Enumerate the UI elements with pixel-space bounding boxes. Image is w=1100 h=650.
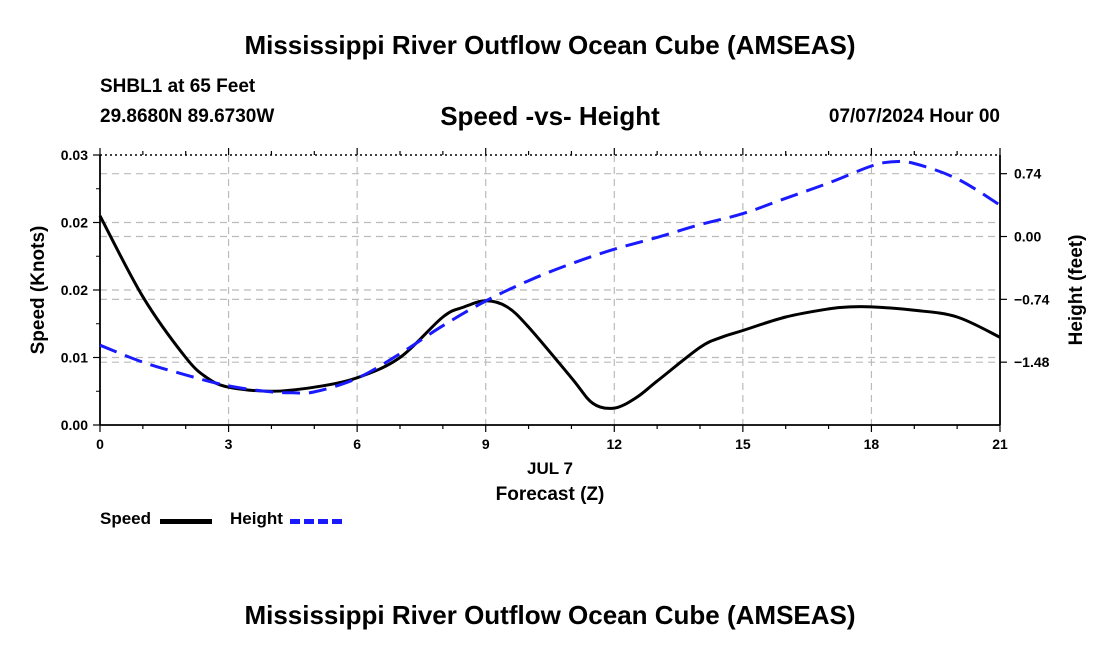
y-right-tick-label: −1.48: [1014, 354, 1050, 370]
y-left-tick-label: 0.03: [61, 147, 88, 163]
x-axis-date-label: JUL 7: [527, 459, 573, 478]
y-right-tick-label: 0.74: [1014, 166, 1041, 182]
speed-series-line: [98, 215, 1001, 410]
y-left-tick-label: 0.02: [61, 215, 88, 231]
x-tick-label: 6: [353, 436, 361, 452]
footer-title: Mississippi River Outflow Ocean Cube (AM…: [244, 600, 856, 630]
x-tick-label: 0: [96, 436, 104, 452]
y-left-tick-label: 0.00: [61, 417, 88, 433]
chart-title: Mississippi River Outflow Ocean Cube (AM…: [244, 30, 856, 60]
x-tick-label: 9: [482, 436, 490, 452]
legend-height-swatch: [290, 519, 342, 524]
x-tick-label: 15: [735, 436, 751, 452]
x-tick-label: 21: [992, 436, 1008, 452]
y-left-axis-title: Speed (Knots): [28, 226, 49, 355]
x-tick-label: 18: [864, 436, 880, 452]
station-label: SHBL1 at 65 Feet: [100, 76, 256, 97]
y-left-tick-label: 0.01: [61, 350, 88, 366]
legend-height-label: Height: [230, 509, 283, 528]
y-right-tick-label: −0.74: [1014, 291, 1050, 307]
y-right-axis-title: Height (feet): [1066, 235, 1087, 346]
legend-speed-label: Speed: [100, 509, 152, 528]
legend-speed-swatch: [160, 519, 212, 524]
y-right-tick-label: 0.00: [1014, 229, 1041, 245]
x-axis-title: Forecast (Z): [496, 484, 605, 505]
height-series-line: [99, 159, 1001, 395]
x-tick-label: 3: [225, 436, 233, 452]
coordinates-label: 29.8680N 89.6730W: [100, 106, 275, 127]
chart-subtitle: Speed -vs- Height: [440, 101, 660, 131]
y-left-tick-label: 0.02: [61, 282, 88, 298]
x-tick-label: 12: [606, 436, 622, 452]
forecast-datetime: 07/07/2024 Hour 00: [828, 106, 1000, 127]
